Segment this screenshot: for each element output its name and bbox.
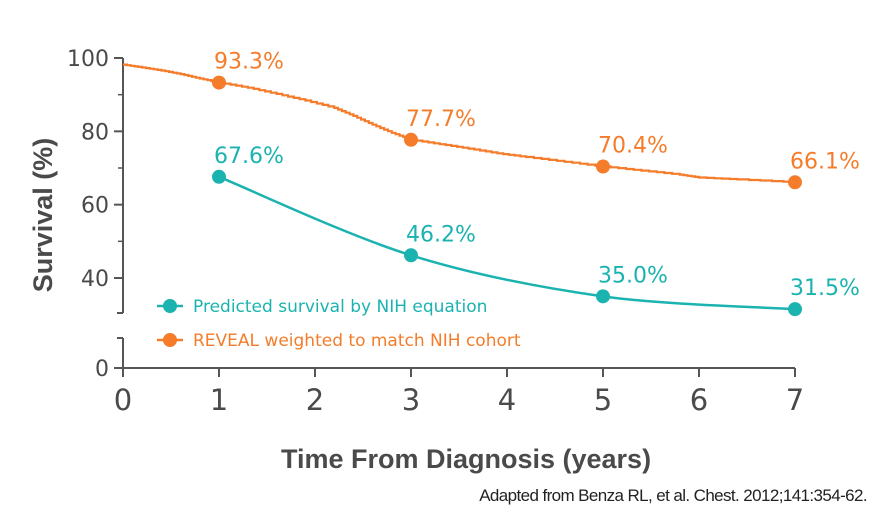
x-tick-label: 7 bbox=[786, 383, 804, 417]
legend-swatch-marker bbox=[163, 299, 177, 313]
legend-label: Predicted survival by NIH equation bbox=[193, 297, 487, 317]
x-tick-label: 0 bbox=[114, 383, 132, 417]
series-layer bbox=[123, 63, 802, 317]
x-tick-label: 6 bbox=[690, 383, 708, 417]
legend-swatch-marker bbox=[163, 333, 177, 347]
data-label-nih: 35.0% bbox=[598, 263, 668, 288]
y-axis-title: Survival (%) bbox=[28, 138, 58, 293]
y-tick-label: 40 bbox=[81, 267, 109, 292]
source-note: Adapted from Benza RL, et al. Chest. 201… bbox=[479, 486, 867, 505]
data-label-nih: 31.5% bbox=[790, 276, 860, 301]
data-label-reveal: 77.7% bbox=[406, 107, 476, 132]
point-nih bbox=[212, 169, 226, 184]
data-label-nih: 67.6% bbox=[214, 144, 284, 169]
x-tick-label: 3 bbox=[402, 383, 420, 417]
point-nih bbox=[788, 302, 802, 317]
point-reveal bbox=[404, 132, 418, 147]
point-reveal bbox=[212, 75, 226, 90]
x-axis-title: Time From Diagnosis (years) bbox=[281, 444, 651, 474]
point-reveal bbox=[788, 175, 802, 190]
point-nih bbox=[404, 248, 418, 263]
y-tick-label: 80 bbox=[81, 120, 109, 145]
legend: Predicted survival by NIH equation REVEAL… bbox=[157, 297, 521, 351]
series-line-reveal bbox=[123, 63, 797, 183]
data-labels: 67.6% 46.2% 35.0% 31.5% 93.3% 77.7% 70.4% 66.1% bbox=[214, 50, 860, 302]
x-tick-label: 1 bbox=[210, 383, 228, 417]
point-reveal bbox=[596, 159, 610, 174]
x-tick-label: 5 bbox=[594, 383, 612, 417]
data-label-nih: 46.2% bbox=[406, 222, 476, 247]
y-tick-label: 100 bbox=[67, 47, 109, 72]
legend-label: REVEAL weighted to match NIH cohort bbox=[193, 331, 521, 351]
series-line-nih bbox=[218, 175, 796, 311]
x-tick-label: 2 bbox=[306, 383, 324, 417]
axes: 40 60 80 100 00 1 2 3 4 5 6 7 bbox=[67, 47, 804, 417]
survival-chart: 40 60 80 100 00 1 2 3 4 5 6 7 67.6% 46.2% 35.0% 31.5% 9… bbox=[28, 47, 860, 474]
point-nih bbox=[596, 289, 610, 304]
data-label-reveal: 66.1% bbox=[790, 149, 860, 174]
y-tick-label: 0 bbox=[95, 357, 109, 382]
x-tick-label: 4 bbox=[498, 383, 516, 417]
data-label-reveal: 93.3% bbox=[214, 50, 284, 75]
y-tick-label: 60 bbox=[81, 194, 109, 219]
data-label-reveal: 70.4% bbox=[598, 134, 668, 159]
